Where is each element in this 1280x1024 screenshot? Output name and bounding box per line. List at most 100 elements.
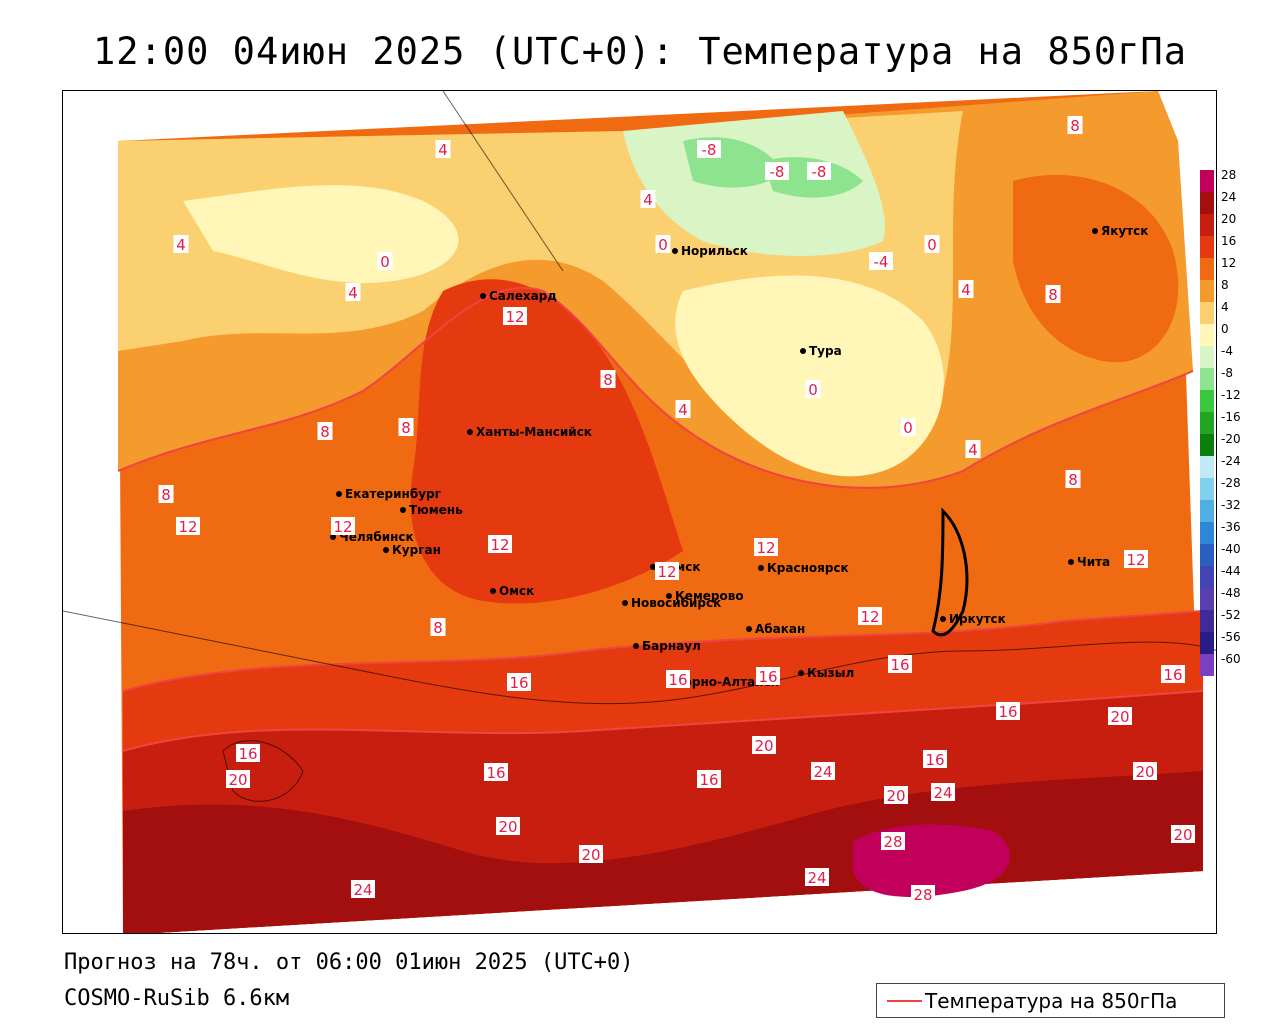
forecast-line: Прогноз на 78ч. от 06:00 01июн 2025 (UTC…	[64, 950, 634, 975]
scale-swatch	[1200, 192, 1214, 214]
scale-swatch	[1200, 412, 1214, 434]
borders	[63, 91, 1216, 802]
isotherm-label: 0	[377, 252, 393, 271]
isotherm-label: 4	[675, 400, 691, 419]
svg-text:20: 20	[1110, 708, 1129, 726]
svg-text:0: 0	[808, 381, 818, 399]
city-label: Кызыл	[807, 666, 854, 680]
svg-text:20: 20	[1135, 763, 1154, 781]
isotherm-label: 28	[881, 832, 905, 851]
scale-tick-label: -48	[1221, 586, 1241, 600]
isotherm-label: 24	[811, 762, 835, 781]
city-dot	[758, 565, 764, 571]
svg-text:12: 12	[1126, 551, 1145, 569]
city-dot	[480, 293, 486, 299]
svg-text:16: 16	[758, 668, 777, 686]
city-label: Горно-Алтайск	[676, 675, 779, 689]
svg-text:0: 0	[658, 236, 668, 254]
isotherm-label: 16	[236, 744, 260, 763]
svg-text:16: 16	[1163, 666, 1182, 684]
isotherm-label: 20	[1108, 707, 1132, 726]
isotherm-label: -8	[765, 162, 789, 181]
svg-text:0: 0	[380, 253, 390, 271]
scale-swatch	[1200, 654, 1214, 676]
isotherm-label: 20	[226, 770, 250, 789]
scale-swatch	[1200, 478, 1214, 500]
svg-text:20: 20	[228, 771, 247, 789]
svg-text:12: 12	[505, 308, 524, 326]
scale-swatch	[1200, 368, 1214, 390]
isotherm-label: 12	[488, 535, 512, 554]
scale-swatch	[1200, 258, 1214, 280]
isotherm-label: 16	[923, 750, 947, 769]
city-label: Иркутск	[949, 612, 1006, 626]
isotherm-label: 0	[924, 235, 940, 254]
svg-text:28: 28	[913, 886, 932, 904]
isotherm-label: 24	[805, 868, 829, 887]
isotherm-label: 12	[503, 307, 527, 326]
scale-tick-label: 12	[1221, 256, 1237, 270]
isotherm-label: 16	[756, 667, 780, 686]
city-dot	[330, 534, 336, 540]
scale-swatch	[1200, 610, 1214, 632]
isotherm-label: 8	[600, 370, 616, 389]
scale-tick-label: 28	[1221, 168, 1237, 182]
city-label: Салехард	[489, 289, 557, 303]
svg-text:24: 24	[807, 869, 826, 887]
isotherm-label: 20	[579, 845, 603, 864]
isotherm-label: 12	[655, 562, 679, 581]
isotherm-label: 16	[1161, 665, 1185, 684]
color-scale	[1200, 170, 1214, 676]
city-label: Абакан	[755, 622, 805, 636]
scale-swatch	[1200, 522, 1214, 544]
isotherm-label: 8	[158, 485, 174, 504]
isotherm-label: 16	[697, 770, 721, 789]
scale-tick-label: -36	[1221, 520, 1241, 534]
svg-text:4: 4	[438, 141, 448, 159]
svg-text:20: 20	[498, 818, 517, 836]
scale-swatch	[1200, 324, 1214, 346]
scale-swatch	[1200, 544, 1214, 566]
svg-text:24: 24	[813, 763, 832, 781]
scale-tick-label: -20	[1221, 432, 1241, 446]
scale-swatch	[1200, 390, 1214, 412]
svg-text:12: 12	[756, 539, 775, 557]
isotherm-label: 4	[173, 235, 189, 254]
svg-text:4: 4	[678, 401, 688, 419]
scale-swatch	[1200, 280, 1214, 302]
city-label: Омск	[499, 584, 534, 598]
city-label: Челябинск	[339, 530, 414, 544]
svg-text:-8: -8	[702, 141, 717, 159]
isotherm-label: 16	[888, 655, 912, 674]
city-dot	[622, 600, 628, 606]
city-dot	[800, 348, 806, 354]
isotherm-label: 12	[858, 607, 882, 626]
city-dot	[746, 626, 752, 632]
svg-text:12: 12	[860, 608, 879, 626]
city-label: Чита	[1077, 555, 1110, 569]
svg-text:8: 8	[401, 419, 411, 437]
svg-text:-4: -4	[874, 253, 889, 271]
scale-tick-label: 20	[1221, 212, 1237, 226]
scale-tick-label: -8	[1221, 366, 1233, 380]
isotherm-label: 12	[176, 517, 200, 536]
svg-text:12: 12	[657, 563, 676, 581]
svg-text:16: 16	[699, 771, 718, 789]
svg-text:4: 4	[961, 281, 971, 299]
cities-layer: Салехард Норильск Якутск Тура Ханты-Мансийск…	[330, 224, 1148, 689]
isotherm-label: 0	[805, 380, 821, 399]
isotherm-label: 16	[666, 670, 690, 689]
svg-text:16: 16	[486, 764, 505, 782]
city-label: Екатеринбург	[345, 487, 441, 501]
svg-text:4: 4	[348, 284, 358, 302]
isotherm-label: 0	[655, 235, 671, 254]
isotherm-label: 20	[496, 817, 520, 836]
isotherm-label: 16	[996, 702, 1020, 721]
scale-swatch	[1200, 302, 1214, 324]
isotherm-label: 16	[507, 673, 531, 692]
city-dot	[798, 670, 804, 676]
city-label: Новосибирск	[631, 596, 721, 610]
svg-text:12: 12	[333, 518, 352, 536]
svg-text:8: 8	[603, 371, 613, 389]
isotherm-label: -4	[869, 252, 893, 271]
